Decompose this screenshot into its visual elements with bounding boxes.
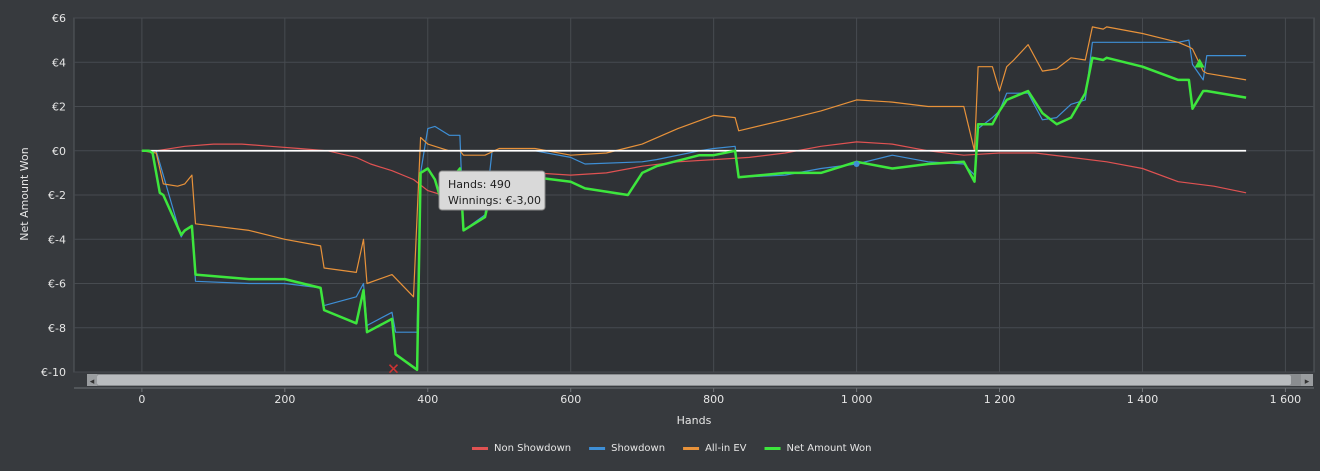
scrollbar-right-arrow-icon[interactable]: ▸ xyxy=(1305,377,1310,387)
y-axis: €6 €4 €2 €0 €-2 €-4 €-6 €-8 €-10 xyxy=(41,12,66,379)
series-line-all-in-ev xyxy=(141,26,1247,298)
tooltip-box xyxy=(438,170,546,211)
legend-item-net-amount-won[interactable]: Net Amount Won xyxy=(764,443,872,454)
legend-item-non-showdown[interactable]: Non Showdown xyxy=(472,443,571,454)
scrollbar-left-button[interactable] xyxy=(87,374,97,386)
hover-marker xyxy=(853,161,860,168)
y-tick-label: €-6 xyxy=(48,278,66,291)
legend-swatch xyxy=(683,447,700,450)
legend-label: Non Showdown xyxy=(494,443,571,454)
legend: Non Showdown Showdown All-in EV Net Amount … xyxy=(472,443,872,454)
legend-label: Showdown xyxy=(611,443,665,454)
hover-tooltip: Hands: 490 Winnings: €-3,00 xyxy=(438,170,546,211)
horizontal-scrollbar[interactable]: ◂ ▸ xyxy=(87,374,1313,387)
legend-label: All-in EV xyxy=(705,443,747,454)
x-tick-label: 1 200 xyxy=(984,393,1016,406)
scrollbar-left-arrow-icon[interactable]: ◂ xyxy=(90,377,95,387)
x-tick-label: 200 xyxy=(274,393,295,406)
y-axis-title: Net Amount Won xyxy=(18,147,31,240)
x-axis-title: Hands xyxy=(677,414,712,427)
y-tick-label: €0 xyxy=(52,145,66,158)
series-layer xyxy=(141,26,1247,372)
y-tick-label: €2 xyxy=(52,101,66,114)
series-line-non-showdown xyxy=(141,141,1247,196)
y-tick-label: €4 xyxy=(52,56,66,69)
series-line-net-amount-won xyxy=(141,56,1247,372)
x-tick-label: 1 000 xyxy=(841,393,873,406)
legend-swatch xyxy=(764,447,781,450)
y-tick-label: €6 xyxy=(52,12,66,25)
y-tick-label: €-10 xyxy=(41,366,66,379)
max-marker xyxy=(1194,58,1205,68)
x-axis: 0 200 400 600 800 1 000 1 200 1 400 1 600 xyxy=(138,388,1301,406)
x-tick-label: 0 xyxy=(138,393,145,406)
legend-item-showdown[interactable]: Showdown xyxy=(589,443,665,454)
scrollbar-right-button[interactable] xyxy=(1301,374,1313,386)
legend-item-all-in-ev[interactable]: All-in EV xyxy=(683,443,747,454)
y-tick-label: €-8 xyxy=(48,322,66,335)
x-tick-label: 600 xyxy=(560,393,581,406)
min-marker xyxy=(388,364,399,374)
legend-label: Net Amount Won xyxy=(787,443,872,454)
legend-swatch xyxy=(589,447,606,450)
scrollbar-thumb[interactable] xyxy=(97,375,1291,385)
y-tick-label: €-4 xyxy=(48,233,66,246)
x-tick-label: 800 xyxy=(703,393,724,406)
tooltip-winnings: Winnings: €-3,00 xyxy=(448,194,541,207)
x-tick-label: 1 400 xyxy=(1127,393,1159,406)
marker-layer xyxy=(388,58,1205,374)
x-tick-label: 1 600 xyxy=(1270,393,1302,406)
legend-swatch xyxy=(472,447,488,450)
x-tick-label: 400 xyxy=(417,393,438,406)
y-tick-label: €-2 xyxy=(48,189,66,202)
tooltip-hands: Hands: 490 xyxy=(448,178,511,191)
